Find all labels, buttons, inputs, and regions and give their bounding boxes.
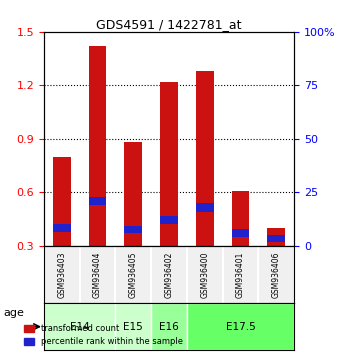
Bar xyxy=(89,197,106,205)
Bar xyxy=(232,190,249,246)
Text: GSM936402: GSM936402 xyxy=(165,251,173,298)
Bar xyxy=(53,224,71,232)
Bar xyxy=(160,82,178,246)
Text: GSM936400: GSM936400 xyxy=(200,251,209,298)
Bar xyxy=(124,226,142,233)
Text: GSM936404: GSM936404 xyxy=(93,251,102,298)
Bar xyxy=(53,157,71,246)
Text: E14: E14 xyxy=(70,322,90,332)
Text: GSM936406: GSM936406 xyxy=(272,251,281,298)
Bar xyxy=(89,46,106,246)
Legend: transformed count, percentile rank within the sample: transformed count, percentile rank withi… xyxy=(21,321,186,350)
Text: E16: E16 xyxy=(159,322,179,332)
Bar xyxy=(267,228,285,246)
Text: E17.5: E17.5 xyxy=(225,322,255,332)
Bar xyxy=(124,142,142,246)
Bar xyxy=(44,303,115,350)
Bar xyxy=(115,303,151,350)
Text: GSM936403: GSM936403 xyxy=(57,251,66,298)
Text: GSM936405: GSM936405 xyxy=(129,251,138,298)
Bar xyxy=(187,303,294,350)
Bar xyxy=(232,229,249,237)
Bar xyxy=(160,216,178,224)
Bar xyxy=(151,303,187,350)
Bar xyxy=(196,203,214,212)
Text: GDS4591 / 1422781_at: GDS4591 / 1422781_at xyxy=(96,18,242,31)
Text: GSM936401: GSM936401 xyxy=(236,251,245,298)
Bar xyxy=(267,235,285,242)
Text: age: age xyxy=(3,308,24,318)
Bar xyxy=(196,71,214,246)
Text: E15: E15 xyxy=(123,322,143,332)
